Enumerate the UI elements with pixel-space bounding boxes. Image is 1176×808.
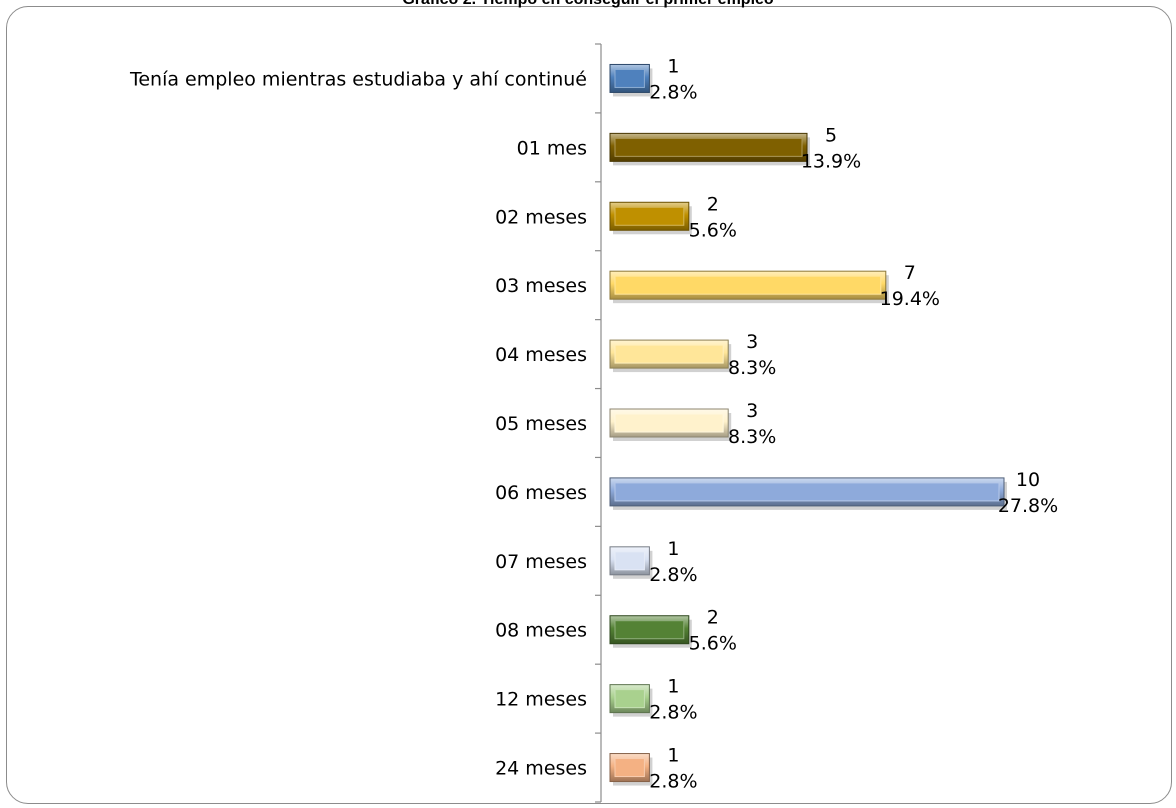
category-label: 07 meses <box>495 551 587 573</box>
bar-face <box>614 137 803 157</box>
bar-face <box>614 758 645 778</box>
bar-face <box>614 344 724 364</box>
bar-face <box>614 275 882 295</box>
percent-label: 2.8% <box>649 771 697 793</box>
chart-frame <box>6 6 1172 804</box>
value-label: 2 <box>707 607 719 629</box>
category-label: 02 meses <box>495 206 587 228</box>
percent-label: 19.4% <box>880 288 940 310</box>
bar-face <box>614 68 645 88</box>
value-label: 3 <box>746 331 758 353</box>
category-label: 12 meses <box>495 689 587 711</box>
category-label: Tenía empleo mientras estudiaba y ahí co… <box>129 68 587 90</box>
category-label: 08 meses <box>495 620 587 642</box>
percent-label: 5.6% <box>689 633 737 655</box>
value-label: 1 <box>667 676 679 698</box>
percent-label: 8.3% <box>728 426 776 448</box>
bar-face <box>614 206 685 226</box>
percent-label: 2.8% <box>649 702 697 724</box>
chart-title: Gráfico 2. Tiempo en conseguir el primer… <box>0 0 1176 10</box>
value-label: 1 <box>667 745 679 767</box>
category-label: 03 meses <box>495 275 587 297</box>
category-label: 04 meses <box>495 344 587 366</box>
value-label: 10 <box>1016 469 1040 491</box>
bar-face <box>614 620 685 640</box>
bar-face <box>614 689 645 709</box>
value-label: 3 <box>746 400 758 422</box>
value-label: 7 <box>904 262 916 284</box>
bar-face <box>614 482 1000 502</box>
percent-label: 13.9% <box>801 150 861 172</box>
category-label: 24 meses <box>495 758 587 780</box>
value-label: 2 <box>707 193 719 215</box>
percent-label: 2.8% <box>649 81 697 103</box>
value-label: 5 <box>825 124 837 146</box>
bar-face <box>614 413 724 433</box>
bar-face <box>614 551 645 571</box>
percent-label: 27.8% <box>998 495 1058 517</box>
category-label: 01 mes <box>517 137 587 159</box>
category-label: 06 meses <box>495 482 587 504</box>
value-label: 1 <box>667 55 679 77</box>
value-label: 1 <box>667 538 679 560</box>
percent-label: 8.3% <box>728 357 776 379</box>
category-label: 05 meses <box>495 413 587 435</box>
percent-label: 5.6% <box>689 219 737 241</box>
percent-label: 2.8% <box>649 564 697 586</box>
